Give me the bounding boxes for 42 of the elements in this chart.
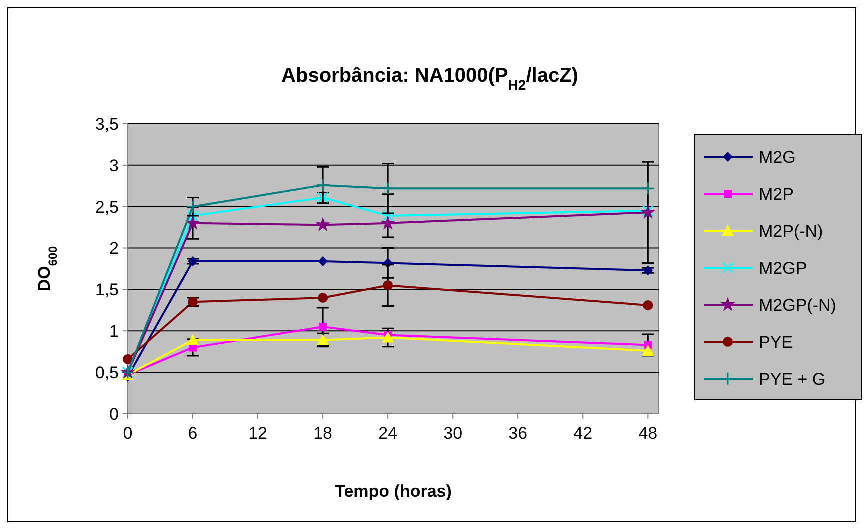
point: [641, 182, 655, 196]
point: [383, 280, 394, 291]
point: [642, 345, 654, 356]
legend-label: M2G: [759, 148, 796, 167]
y-tick-label: 1: [110, 322, 119, 342]
point: [187, 334, 200, 346]
point: [186, 216, 201, 230]
legend-label: M2GP: [759, 258, 808, 278]
x-tick-label: 24: [378, 424, 398, 443]
point: [319, 323, 328, 331]
y-tick-label: 1,5: [95, 280, 119, 300]
y-tick-label: 0: [110, 404, 119, 424]
chart-title: Absorbância: NA1000(P$_{H2}$/lacZ): [282, 65, 578, 93]
legend-label: PYE: [759, 332, 794, 352]
x-tick-label: 30: [444, 424, 463, 443]
point: [316, 217, 331, 232]
point: [380, 216, 396, 230]
point: [643, 300, 654, 310]
x-tick-label: 18: [314, 424, 333, 443]
point: [381, 182, 395, 196]
point: [123, 354, 133, 364]
point: [187, 210, 199, 222]
x-tick-label: 0: [123, 424, 133, 443]
x-tick-label: 42: [574, 424, 593, 443]
point: [318, 293, 328, 303]
x-tick-label: 48: [638, 424, 658, 443]
x-axis-title: Tempo (horas): [335, 482, 452, 501]
y-tick-label: 0,5: [95, 364, 119, 383]
y-tick-label: 2,5: [95, 198, 119, 217]
point: [316, 178, 330, 192]
y-tick-label: 3,5: [95, 114, 119, 134]
legend-label: M2GP(-N): [759, 296, 836, 315]
legend-label: PYE + G: [759, 370, 826, 389]
legend-label: M2P: [759, 184, 794, 204]
x-tick-label: 12: [248, 424, 268, 443]
legend-label: M2P(-N): [759, 222, 824, 241]
y-tick-label: 2: [110, 239, 119, 258]
x-tick-label: 36: [508, 424, 528, 443]
point: [382, 210, 394, 222]
x-tick-label: 6: [188, 424, 198, 443]
y-tick-label: 3: [110, 156, 119, 176]
point: [318, 256, 328, 267]
